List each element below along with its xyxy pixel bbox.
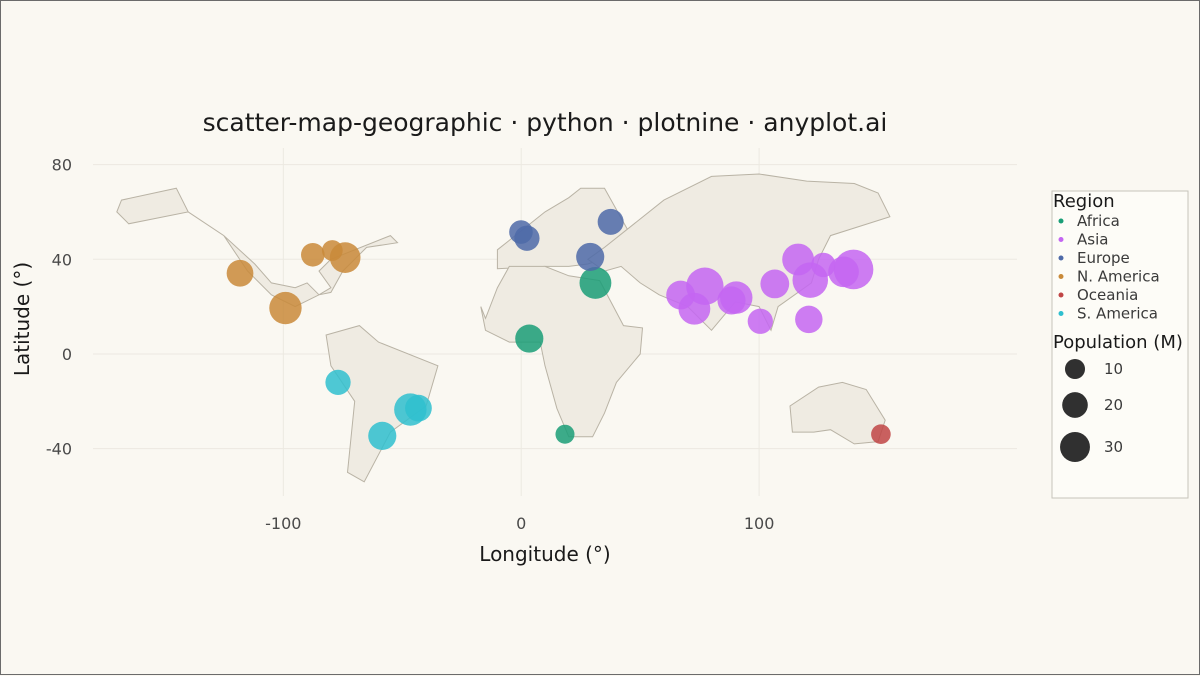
legend-entry-label: Oceania [1077,286,1138,304]
data-point-europe-1 [597,208,624,235]
data-point-asia-10 [747,308,773,334]
legend-swatch [1058,311,1064,316]
data-point-asia-8 [760,269,790,299]
x-tick-label: 0 [516,514,526,533]
data-point-s-america-1 [405,394,432,422]
x-tick-labels: -100 0 100 [265,514,774,533]
x-tick-label: -100 [265,514,301,533]
land-polygon-3 [480,265,644,438]
legend-entry-label: S. America [1077,305,1158,323]
size-legend-swatch [1060,432,1090,462]
data-point-asia-3 [782,243,815,276]
y-tick-label: 40 [52,250,72,269]
legend-swatch [1058,218,1064,224]
data-point-asia-6 [720,281,753,314]
data-point-n-america-4 [321,240,343,261]
legend-entry-label: Asia [1077,231,1108,249]
size-legend-label: 10 [1104,360,1123,378]
y-tick-label: 0 [62,345,72,364]
y-tick-labels: -40 0 40 80 [46,156,72,459]
size-legend-label: 30 [1104,438,1123,456]
data-point-n-america-0 [269,291,302,325]
legend-entry-label: N. America [1077,268,1160,286]
x-tick-label: 100 [744,514,775,533]
legend-entry-label: Africa [1077,212,1120,230]
data-point-africa-0 [579,267,612,299]
data-point-europe-3 [514,225,540,251]
data-point-oceania-0 [871,424,891,445]
chart-title: scatter-map-geographic · python · plotni… [203,108,888,137]
data-point-asia-12 [828,256,859,288]
data-point-n-america-2 [226,259,254,287]
x-axis-title: Longitude (°) [479,542,610,566]
data-point-asia-7 [666,280,695,310]
legend-swatch [1058,292,1064,298]
land-polygons [116,173,891,483]
legend-swatch [1058,255,1064,261]
legend-swatch [1058,274,1064,279]
land-polygon-5 [789,381,886,445]
legend-title-size: Population (M) [1053,332,1183,353]
legend-title-region: Region [1053,191,1115,212]
data-points [226,208,891,450]
data-point-europe-0 [576,242,605,271]
data-point-asia-9 [795,305,823,334]
size-legend-label: 20 [1104,396,1123,414]
data-point-africa-2 [555,424,575,444]
size-legend: 10 20 30 [1060,358,1123,462]
legend-swatch [1058,237,1064,242]
data-point-s-america-3 [325,369,351,395]
size-legend-swatch [1062,392,1088,418]
data-point-n-america-3 [301,242,325,267]
y-tick-label: -40 [46,440,72,459]
data-point-s-america-2 [368,421,397,450]
y-axis-title: Latitude (°) [10,262,34,376]
size-legend-swatch [1064,358,1086,380]
legend-entry-label: Europe [1077,249,1130,267]
data-point-africa-1 [515,324,544,353]
y-tick-label: 80 [52,156,72,175]
